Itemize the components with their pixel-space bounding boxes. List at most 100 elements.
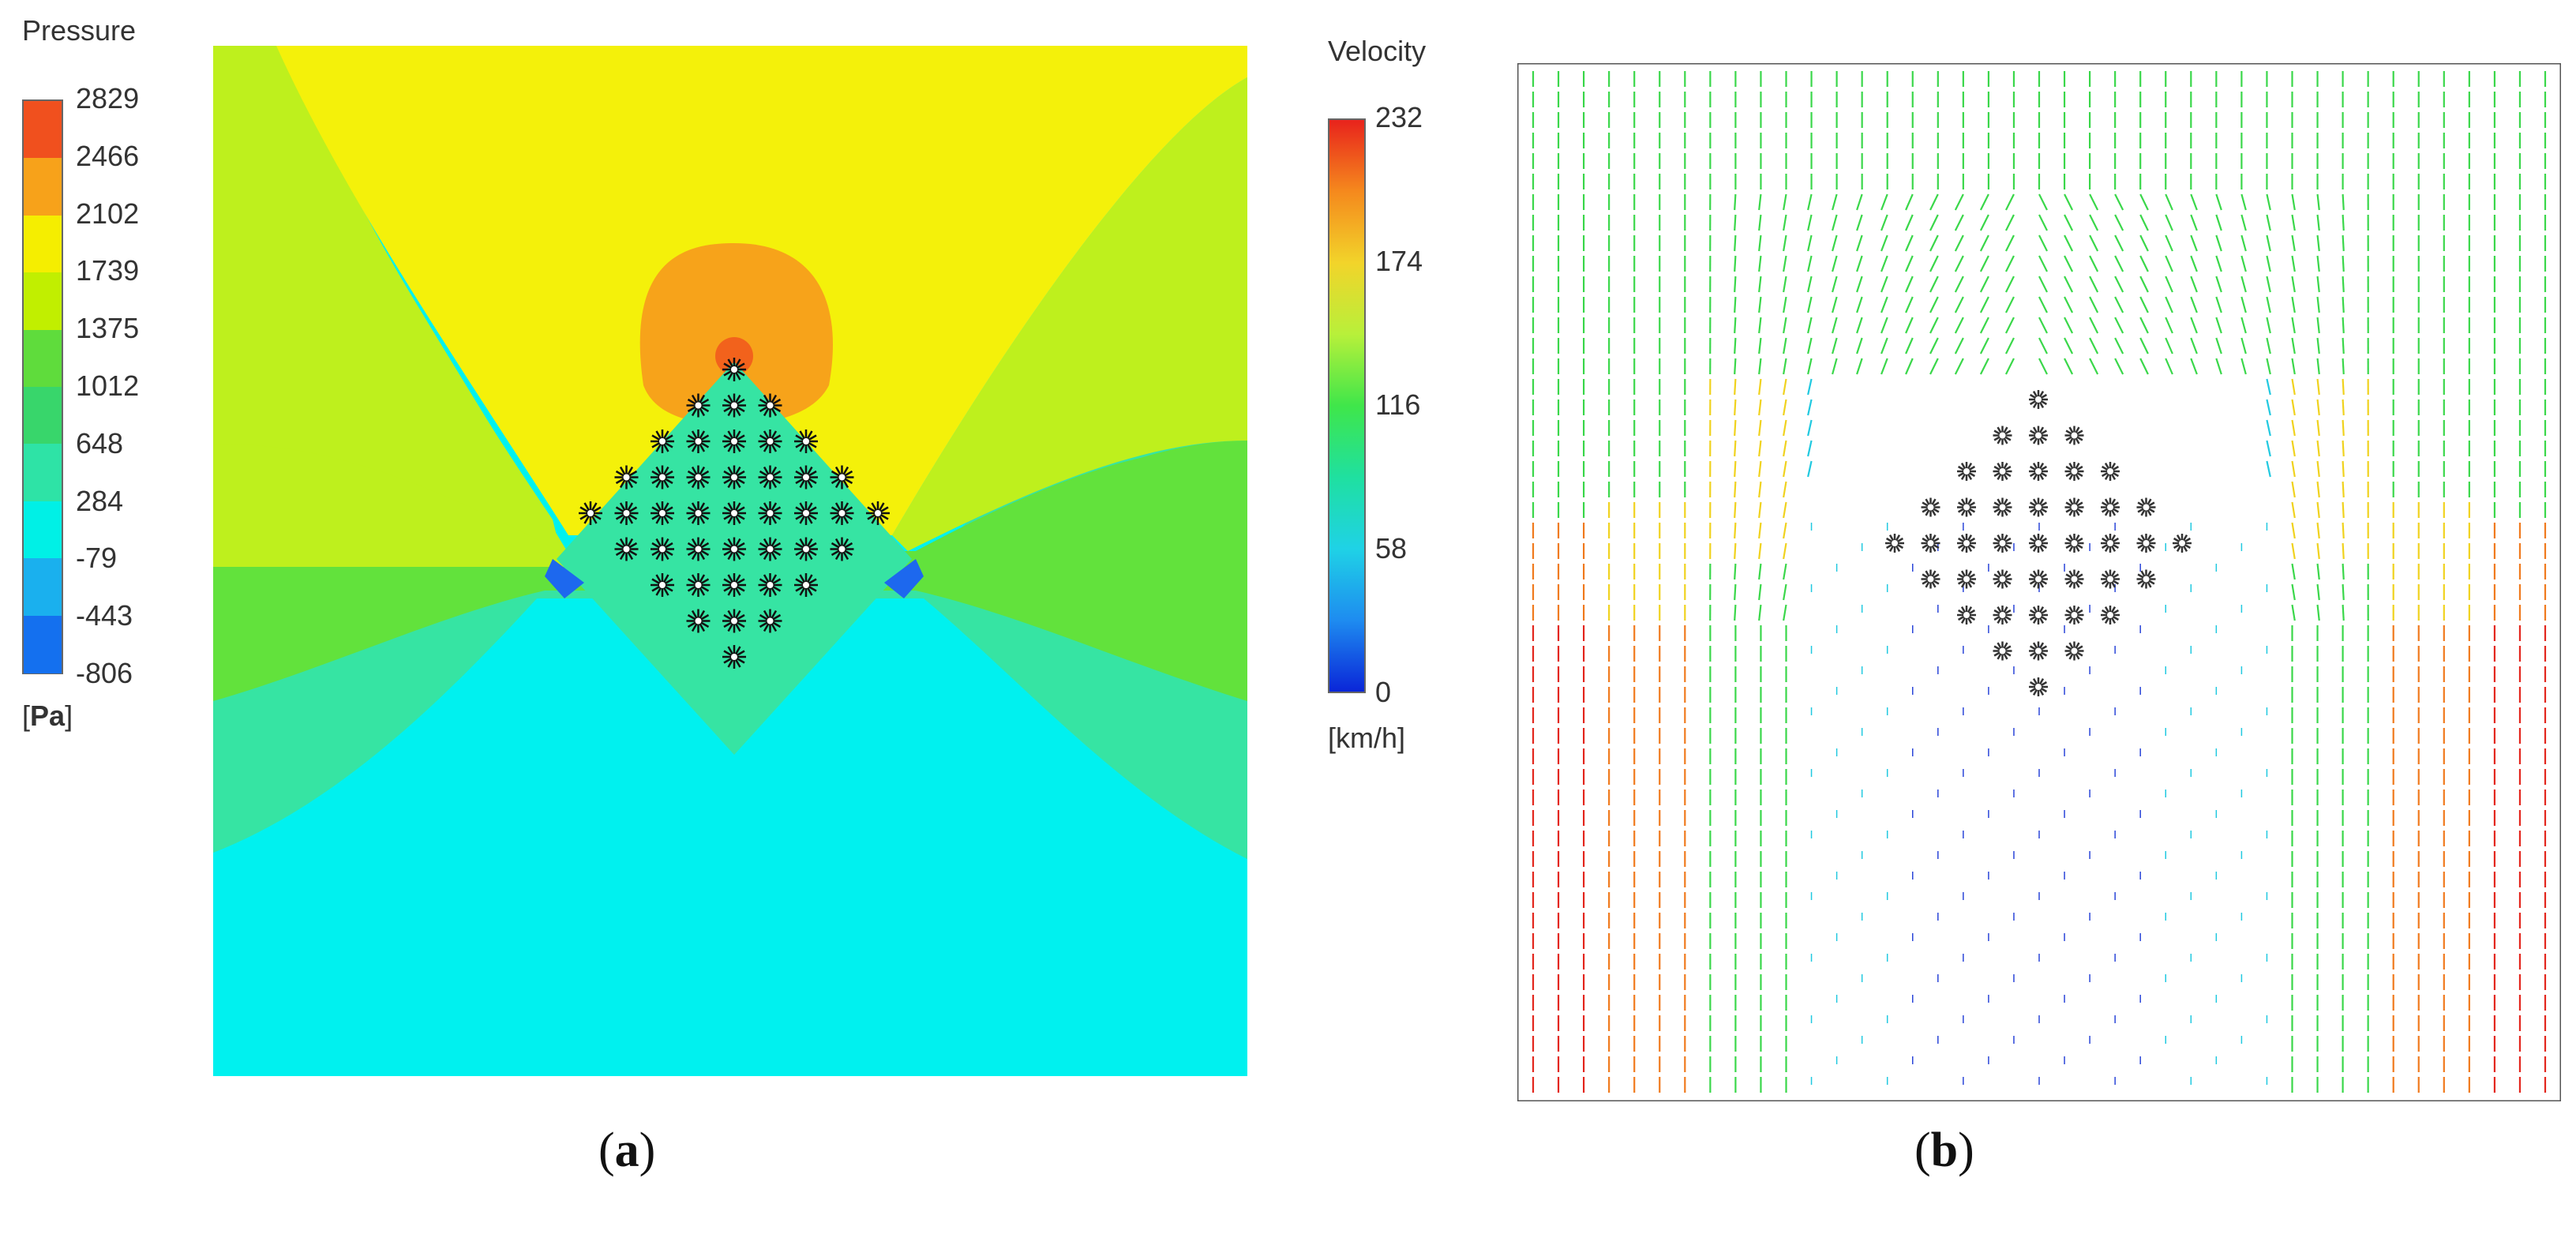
velocity-arrow-icon xyxy=(1856,337,1863,354)
velocity-arrow-icon xyxy=(2114,276,2124,293)
pressure-colorbar-band xyxy=(24,215,62,274)
velocity-arrow-icon xyxy=(2139,276,2149,293)
star-marker-icon xyxy=(794,573,818,597)
velocity-arrow-icon xyxy=(2316,460,2320,478)
pressure-colorbar-band xyxy=(24,329,62,388)
velocity-arrow-icon xyxy=(1905,214,1914,231)
star-marker-icon xyxy=(2101,606,2120,624)
velocity-arrow-icon xyxy=(1979,234,1989,252)
star-marker-icon xyxy=(2029,534,2048,553)
velocity-arrow-icon xyxy=(1783,317,1787,334)
velocity-arrow-icon xyxy=(2190,234,2198,252)
velocity-arrow-icon xyxy=(2342,193,2345,211)
pressure-contour-plot xyxy=(213,46,1247,1076)
velocity-arrow-icon xyxy=(2038,193,2048,211)
velocity-arrow-icon xyxy=(2165,234,2173,252)
pressure-field-orange-dome xyxy=(639,243,833,425)
velocity-arrow-icon xyxy=(2064,317,2074,334)
velocity-arrow-icon xyxy=(1783,542,1787,560)
velocity-arrow-icon xyxy=(1832,358,1838,375)
velocity-arrow-icon xyxy=(1783,337,1787,354)
velocity-arrow-icon xyxy=(2316,358,2320,375)
velocity-arrow-icon xyxy=(1734,337,1737,354)
velocity-arrow-icon xyxy=(1758,296,1762,313)
velocity-arrow-icon xyxy=(1734,399,1737,416)
velocity-legend-title: Velocity xyxy=(1328,35,1427,67)
velocity-arrow-icon xyxy=(2316,378,2320,396)
velocity-arrow-icon xyxy=(2004,317,2015,334)
velocity-arrow-icon xyxy=(2291,501,2296,519)
velocity-arrow-icon xyxy=(2316,234,2320,252)
velocity-arrow-icon xyxy=(1783,460,1787,478)
velocity-arrow-icon xyxy=(2139,234,2149,252)
velocity-arrow-icon xyxy=(2316,604,2320,621)
velocity-arrow-icon xyxy=(1783,522,1787,539)
star-marker-icon xyxy=(2029,426,2048,445)
velocity-arrow-icon xyxy=(2215,358,2222,375)
star-marker-icon xyxy=(758,429,782,453)
star-marker-icon xyxy=(1921,569,1940,589)
velocity-arrow-icon xyxy=(1807,193,1813,211)
velocity-arrow-icon xyxy=(1905,234,1914,252)
star-marker-icon xyxy=(722,393,746,418)
pressure-legend-title: Pressure xyxy=(22,14,137,47)
star-marker-icon xyxy=(2064,641,2084,661)
velocity-arrow-icon xyxy=(2342,337,2345,354)
caption-a-letter: a xyxy=(614,1123,639,1177)
pressure-stagnation-point xyxy=(715,337,753,375)
velocity-arrow-icon xyxy=(1856,276,1863,293)
velocity-arrow-icon xyxy=(2291,337,2296,354)
star-marker-icon xyxy=(2029,606,2048,624)
velocity-arrow-icon xyxy=(1783,276,1787,293)
velocity-arrow-icon xyxy=(2089,358,2099,375)
velocity-arrow-icon xyxy=(2342,234,2345,252)
star-marker-icon xyxy=(722,537,746,561)
velocity-arrow-icon xyxy=(2316,419,2320,437)
velocity-arrow-icon xyxy=(1954,358,1964,375)
velocity-arrow-icon xyxy=(1807,378,1813,396)
pressure-colorbar xyxy=(22,99,63,674)
velocity-vectors xyxy=(1532,71,2547,1093)
pressure-unit-open: [ xyxy=(22,700,31,732)
velocity-arrow-icon xyxy=(2291,440,2296,457)
pressure-tick-label: -79 xyxy=(76,542,118,575)
velocity-arrow-icon xyxy=(1856,234,1863,252)
star-marker-icon xyxy=(1957,497,1976,517)
pressure-unit: [Pa] xyxy=(22,700,73,733)
velocity-arrow-icon xyxy=(1905,276,1914,293)
star-marker-icon xyxy=(686,465,711,489)
velocity-arrow-icon xyxy=(2240,296,2247,313)
velocity-arrow-icon xyxy=(2240,255,2247,272)
star-marker-icon xyxy=(722,429,746,453)
velocity-arrow-icon xyxy=(2165,317,2173,334)
velocity-arrow-icon xyxy=(1807,214,1813,231)
velocity-arrow-icon xyxy=(2342,604,2345,621)
velocity-arrow-icon xyxy=(1807,296,1813,313)
velocity-arrow-icon xyxy=(2291,399,2296,416)
velocity-arrow-icon xyxy=(1954,337,1964,354)
velocity-arrow-icon xyxy=(2240,317,2247,334)
velocity-arrow-icon xyxy=(2266,358,2271,375)
star-marker-icon xyxy=(1885,534,1904,553)
velocity-arrow-icon xyxy=(1832,193,1838,211)
velocity-arrow-icon xyxy=(1734,460,1737,478)
velocity-arrow-icon xyxy=(2114,337,2124,354)
velocity-arrow-icon xyxy=(1807,234,1813,252)
star-marker-icon xyxy=(686,393,711,418)
pressure-colorbar-band xyxy=(24,387,62,445)
velocity-vector-plot xyxy=(1517,63,2561,1101)
velocity-arrow-icon xyxy=(2165,255,2173,272)
velocity-arrow-icon xyxy=(1783,501,1787,519)
velocity-arrow-icon xyxy=(1734,440,1737,457)
velocity-arrow-icon xyxy=(1929,276,1939,293)
velocity-arrow-icon xyxy=(2215,234,2222,252)
pressure-tick-label: 1012 xyxy=(76,369,140,402)
star-marker-icon xyxy=(1993,606,2012,624)
pressure-tick-label: 1375 xyxy=(76,312,140,345)
star-marker-icon xyxy=(758,537,782,561)
velocity-arrow-icon xyxy=(2316,337,2320,354)
velocity-arrow-icon xyxy=(2291,317,2296,334)
velocity-arrow-icon xyxy=(1783,255,1787,272)
velocity-arrow-icon xyxy=(2342,542,2345,560)
velocity-arrow-icon xyxy=(1758,234,1762,252)
